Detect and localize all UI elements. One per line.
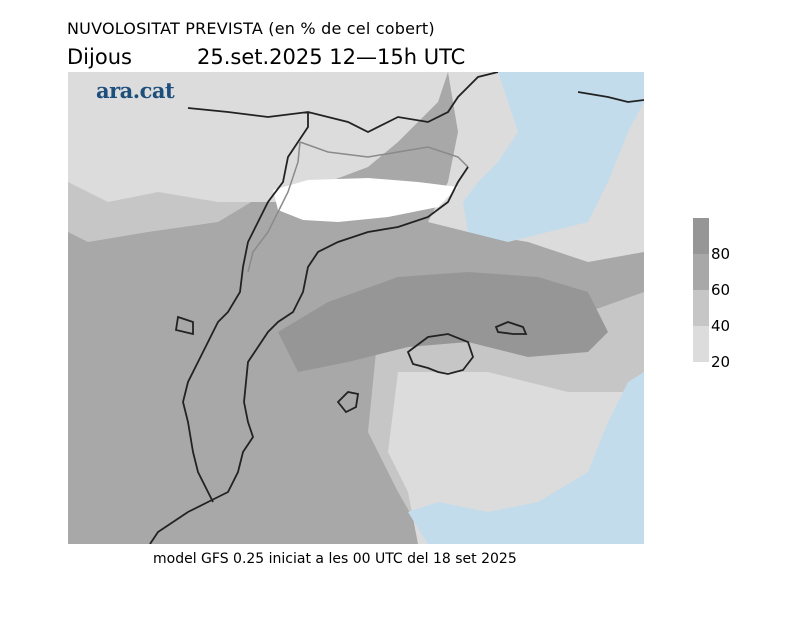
island-eivissa xyxy=(336,391,360,414)
legend-swatch-80-100 xyxy=(693,218,709,254)
legend-label-20: 20 xyxy=(711,353,731,371)
map-title: NUVOLOSITAT PREVISTA (en % de cel cobert… xyxy=(67,19,435,38)
cloud-zone-light-north xyxy=(68,72,448,202)
legend-swatch-60-80 xyxy=(693,254,709,290)
legend-label-60: 60 xyxy=(711,281,731,299)
legend-colorbar xyxy=(693,218,709,362)
island-menorca xyxy=(494,321,528,335)
clear-sky-inland xyxy=(273,178,458,222)
cloud-zone-dense xyxy=(278,272,608,372)
map-canvas xyxy=(68,72,644,544)
admin-borders xyxy=(247,141,469,273)
model-info: model GFS 0.25 iniciat a les 00 UTC del … xyxy=(153,551,517,567)
clear-sky-east xyxy=(463,72,644,242)
forecast-day: Dijous xyxy=(67,45,132,69)
coastline xyxy=(149,72,644,544)
cloud-cover-map[interactable]: ara.cat xyxy=(68,72,644,544)
forecast-date: 25.set.2025 12—15h UTC xyxy=(197,45,466,69)
legend-swatch-20-40 xyxy=(693,326,709,362)
ara-cat-logo[interactable]: ara.cat xyxy=(96,78,175,103)
legend-swatch-40-60 xyxy=(693,290,709,326)
island-mallorca xyxy=(406,333,475,375)
clear-sky-southeast xyxy=(408,372,644,544)
legend-label-80: 80 xyxy=(711,245,731,263)
legend-label-40: 40 xyxy=(711,317,731,335)
